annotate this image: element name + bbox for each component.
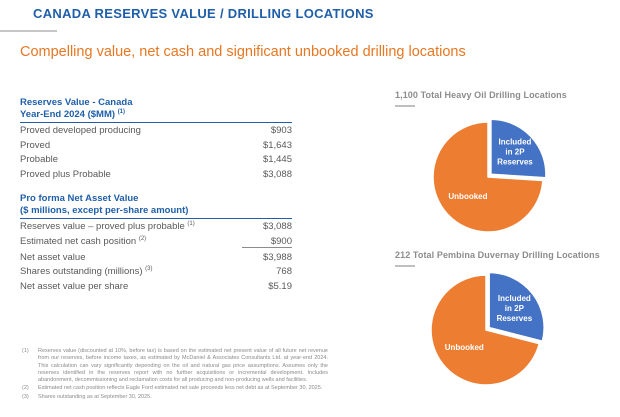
nav-table-header: Pro forma Net Asset Value ($ millions, e… [20, 193, 292, 220]
footnote-ref-1: (1) [187, 220, 195, 227]
footnote-number: (3) [22, 393, 29, 400]
table-row: Shares outstanding (millions) (3) 768 [20, 264, 292, 279]
pie-slice-unbooked [432, 121, 544, 233]
pie-slice-included-in-2p-reserves [488, 271, 545, 342]
row-value: $3,088 [262, 169, 292, 181]
footnote-ref-2: (2) [138, 235, 147, 242]
footnote-number: (2) [22, 385, 29, 392]
heavy-oil-pie-chart: Included in 2P Reserves Unbooked [432, 118, 547, 233]
footnote-ref-1: (1) [117, 108, 126, 115]
row-value: $3,988 [262, 251, 292, 263]
table-row: Net asset value per share $5.19 [20, 279, 292, 294]
row-value: $903 [270, 124, 292, 136]
table-row: Proved $1,643 [20, 138, 292, 153]
row-value: 768 [276, 266, 292, 278]
footnote-ref-3: (3) [145, 266, 153, 273]
pembina-duvernay-pie-chart: Included in 2P Reserves Unbooked [430, 271, 545, 386]
row-label: Net asset value [20, 251, 86, 263]
footnote: (2) Estimated net cash position reflects… [22, 385, 328, 392]
footnote: (1) Reserves value (discounted at 10%, b… [22, 348, 328, 384]
reserves-table-header: Reserves Value - Canada Year-End 2024 ($… [20, 97, 292, 123]
row-label: Proved [20, 139, 51, 151]
row-value: $5.19 [268, 281, 292, 293]
table-row: Reserves value – proved plus probable (1… [20, 219, 292, 234]
pie-slice-label: Included in 2P Reserves [497, 294, 533, 323]
footnote-text: Estimated net cash position reflects Eag… [38, 385, 323, 392]
table-row: Proved developed producing $903 [20, 123, 292, 138]
row-label: Net asset value per share [20, 281, 129, 293]
pie-slice-label: Unbooked [448, 192, 487, 201]
footnotes-block: (1) Reserves value (discounted at 10%, b… [22, 348, 328, 402]
row-label: Reserves value – proved plus probable (1… [20, 220, 195, 233]
pie-slice-label: Included in 2P Reserves [497, 138, 533, 167]
row-value: $900 [242, 236, 292, 248]
row-label: Shares outstanding (millions) (3) [20, 266, 153, 278]
page-title: CANADA RESERVES VALUE / DRILLING LOCATIO… [33, 6, 374, 21]
pie-slice-label: Unbooked [445, 343, 484, 352]
net-asset-value-table: Pro forma Net Asset Value ($ millions, e… [20, 193, 292, 294]
row-value: $3,088 [262, 221, 292, 233]
chart-title-underline [395, 105, 415, 107]
table-row: Proved plus Probable $3,088 [20, 167, 292, 182]
left-column-tables: Reserves Value - Canada Year-End 2024 ($… [20, 97, 292, 294]
pie-slice-unbooked [430, 274, 541, 386]
reserves-table-header-line2: Year-End 2024 ($MM) (1) [20, 108, 126, 120]
footnote-text: Reserves value (discounted at 10%, befor… [38, 348, 328, 384]
row-label: Probable [20, 154, 59, 166]
heavy-oil-chart-title: 1,100 Total Heavy Oil Drilling Locations [395, 90, 567, 100]
nav-table-header-line1: Pro forma Net Asset Value [20, 193, 139, 205]
row-value: $1,643 [262, 139, 292, 151]
table-row: Net asset value $3,988 [20, 250, 292, 265]
pie-slice-included-in-2p-reserves [490, 118, 547, 179]
slide-subtitle: Compelling value, net cash and significa… [20, 44, 466, 60]
pembina-duvernay-chart-title: 212 Total Pembina Duvernay Drilling Loca… [395, 250, 600, 260]
footnote-number: (1) [22, 348, 29, 354]
footnote-text: Shares outstanding as at September 30, 2… [38, 393, 152, 400]
row-value: $1,445 [262, 154, 292, 166]
nav-table-header-line2: ($ millions, except per-share amount) [20, 204, 189, 216]
table-row: Probable $1,445 [20, 153, 292, 168]
footnote: (3) Shares outstanding as at September 3… [22, 394, 328, 401]
chart-title-underline [395, 265, 415, 267]
title-underline-rule [0, 30, 57, 32]
row-label: Estimated net cash position (2) [20, 235, 147, 247]
table-row: Estimated net cash position (2) $900 [20, 234, 292, 250]
row-label: Proved plus Probable [20, 169, 111, 181]
reserves-value-table: Reserves Value - Canada Year-End 2024 ($… [20, 97, 292, 182]
row-label: Proved developed producing [20, 124, 141, 136]
reserves-table-header-line1: Reserves Value - Canada [20, 97, 133, 108]
